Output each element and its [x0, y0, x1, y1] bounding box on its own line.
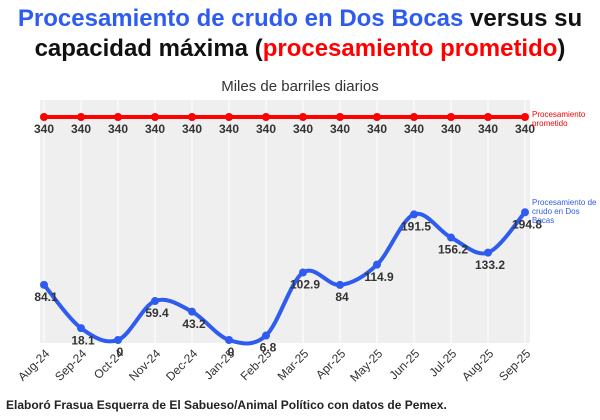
- value-label: 102.9: [290, 278, 320, 292]
- x-tick-label: May-25: [347, 346, 385, 384]
- point: [336, 113, 344, 121]
- chart-subtitle: Miles de barriles diarios: [221, 78, 379, 95]
- title-part: ): [557, 35, 566, 62]
- value-label: 194.8: [512, 217, 542, 231]
- point: [262, 331, 270, 340]
- value-label: 156.2: [438, 243, 468, 257]
- point: [225, 336, 233, 344]
- value-label: 84: [335, 290, 349, 304]
- point: [447, 233, 455, 242]
- x-tick-label: Mar-25: [275, 346, 312, 383]
- point: [521, 208, 529, 217]
- point: [225, 113, 233, 121]
- value-label: 340: [441, 122, 461, 136]
- point: [77, 324, 85, 333]
- value-label: 340: [367, 122, 387, 136]
- point: [40, 280, 48, 289]
- point: [410, 210, 418, 219]
- title-part: versus su capacidad máxima: [34, 5, 583, 62]
- value-label: 340: [330, 122, 350, 136]
- value-label: 133.2: [475, 258, 505, 272]
- point: [484, 113, 492, 121]
- value-label: 340: [34, 122, 54, 136]
- x-tick-label: Sep-25: [496, 346, 533, 383]
- series-line: [42, 210, 527, 346]
- value-label: 84.1: [34, 290, 58, 304]
- value-label: 340: [515, 122, 535, 136]
- point: [373, 260, 381, 269]
- value-label: 0: [228, 345, 235, 359]
- value-label: 59.4: [145, 306, 169, 320]
- point: [373, 113, 381, 121]
- value-label: 340: [404, 122, 424, 136]
- footer: Elaboró Frasua Esquerra de El Sabueso/An…: [6, 398, 447, 412]
- legend-label: Procesamiento de crudo en Dos Bocas: [532, 198, 597, 225]
- point: [410, 113, 418, 121]
- point: [77, 113, 85, 121]
- x-tick-label: Jul-25: [426, 346, 459, 379]
- title-part: procesamiento prometido: [262, 35, 558, 62]
- value-label: 340: [145, 122, 165, 136]
- point: [151, 113, 159, 121]
- point: [299, 113, 307, 121]
- point: [299, 268, 307, 277]
- legend-label: Procesamiento prometido: [532, 110, 586, 128]
- x-tick-label: Aug-25: [459, 346, 496, 383]
- x-tick-label: Apr-25: [313, 346, 349, 382]
- x-tick-label: Nov-24: [126, 346, 163, 383]
- value-label: 6.8: [260, 341, 277, 355]
- chart-title: Procesamiento de crudo en Dos Bocas vers…: [0, 4, 600, 64]
- value-label: 114.9: [364, 270, 394, 284]
- point: [40, 113, 48, 121]
- value-label: 340: [478, 122, 498, 136]
- point: [447, 113, 455, 121]
- title-part: (: [254, 35, 263, 62]
- value-label: 340: [293, 122, 313, 136]
- point: [521, 113, 529, 121]
- point: [114, 113, 122, 121]
- value-label: 340: [256, 122, 276, 136]
- point: [484, 248, 492, 257]
- x-tick-label: Dec-24: [163, 346, 200, 383]
- point: [151, 297, 159, 306]
- value-label: 340: [182, 122, 202, 136]
- title-part: Procesamiento de crudo en Dos Bocas: [17, 5, 464, 32]
- value-label: 0: [117, 345, 124, 359]
- value-label: 340: [71, 122, 91, 136]
- value-label: 18.1: [71, 333, 95, 347]
- x-tick-label: Sep-24: [52, 346, 89, 383]
- point: [262, 113, 270, 121]
- x-tick-label: Aug-24: [15, 346, 52, 383]
- value-label: 340: [219, 122, 239, 136]
- value-label: 43.2: [182, 317, 206, 331]
- point: [114, 336, 122, 344]
- value-label: 191.5: [401, 220, 431, 234]
- point: [336, 280, 344, 289]
- x-tick-label: Jun-25: [387, 346, 423, 382]
- point: [188, 307, 196, 316]
- value-label: 340: [108, 122, 128, 136]
- point: [188, 113, 196, 121]
